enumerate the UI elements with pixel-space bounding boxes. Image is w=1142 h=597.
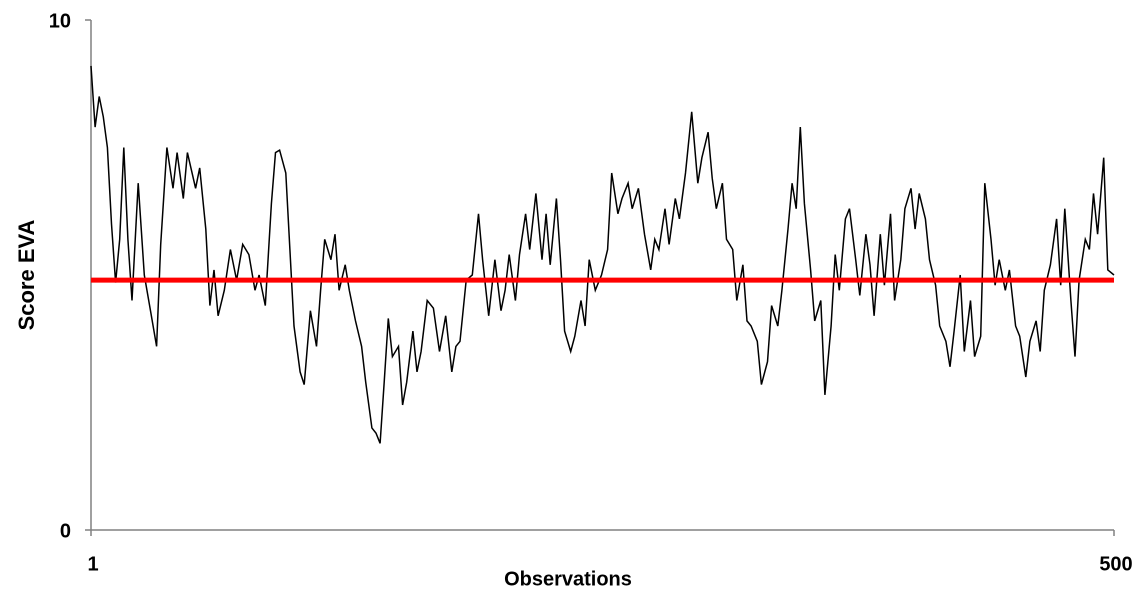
y-axis-label: Score EVA [14, 219, 39, 330]
y-tick-label: 10 [49, 10, 71, 32]
y-tick-label: 0 [60, 520, 71, 542]
x-tick-label: 500 [1099, 553, 1132, 575]
score-line [90, 65, 1115, 444]
x-tick-label: 1 [87, 553, 98, 575]
x-axis-label: Observations [504, 568, 632, 590]
